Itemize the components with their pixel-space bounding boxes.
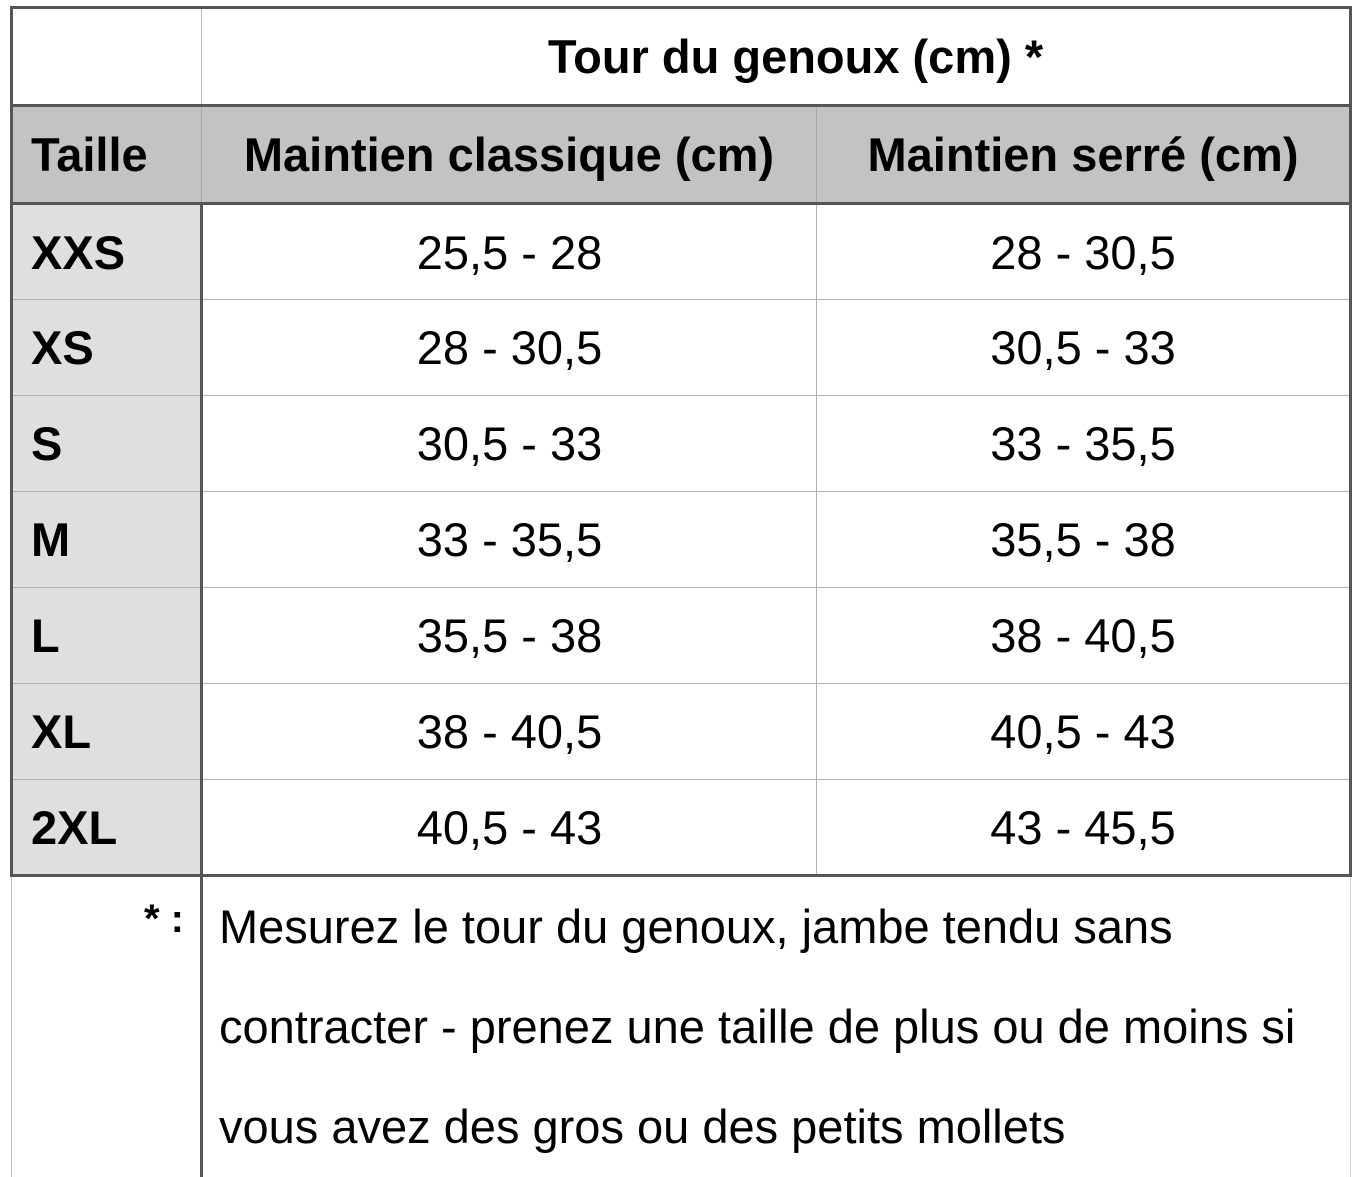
table-row: XL 38 - 40,5 40,5 - 43: [12, 684, 1351, 780]
footnote-text: Mesurez le tour du genoux, jambe tendu s…: [202, 876, 1351, 1177]
tight-range-cell: 40,5 - 43: [817, 684, 1351, 780]
column-header-tight: Maintien serré (cm): [817, 106, 1351, 204]
size-cell: S: [12, 396, 202, 492]
size-cell: L: [12, 588, 202, 684]
table-row: 2XL 40,5 - 43 43 - 45,5: [12, 780, 1351, 876]
classic-range-cell: 38 - 40,5: [202, 684, 817, 780]
table-row: XXS 25,5 - 28 28 - 30,5: [12, 204, 1351, 300]
classic-range-cell: 33 - 35,5: [202, 492, 817, 588]
classic-range-cell: 25,5 - 28: [202, 204, 817, 300]
column-header-size: Taille: [12, 106, 202, 204]
classic-range-cell: 28 - 30,5: [202, 300, 817, 396]
tight-range-cell: 28 - 30,5: [817, 204, 1351, 300]
tight-range-cell: 43 - 45,5: [817, 780, 1351, 876]
column-header-row: Taille Maintien classique (cm) Maintien …: [12, 106, 1351, 204]
size-chart-table: Tour du genoux (cm) * Taille Maintien cl…: [10, 6, 1352, 1177]
classic-range-cell: 30,5 - 33: [202, 396, 817, 492]
table-row: XS 28 - 30,5 30,5 - 33: [12, 300, 1351, 396]
tight-range-cell: 30,5 - 33: [817, 300, 1351, 396]
tight-range-cell: 33 - 35,5: [817, 396, 1351, 492]
column-header-classic: Maintien classique (cm): [202, 106, 817, 204]
tight-range-cell: 35,5 - 38: [817, 492, 1351, 588]
size-cell: M: [12, 492, 202, 588]
corner-cell: [12, 8, 202, 106]
size-cell: XL: [12, 684, 202, 780]
size-cell: XS: [12, 300, 202, 396]
footnote-marker: * :: [12, 876, 202, 1177]
size-cell: XXS: [12, 204, 202, 300]
super-header-title: Tour du genoux (cm) *: [202, 8, 1351, 106]
super-header-row: Tour du genoux (cm) *: [12, 8, 1351, 106]
classic-range-cell: 35,5 - 38: [202, 588, 817, 684]
table-row: M 33 - 35,5 35,5 - 38: [12, 492, 1351, 588]
size-cell: 2XL: [12, 780, 202, 876]
table-row: L 35,5 - 38 38 - 40,5: [12, 588, 1351, 684]
classic-range-cell: 40,5 - 43: [202, 780, 817, 876]
footnote-row: * : Mesurez le tour du genoux, jambe ten…: [12, 876, 1351, 1177]
tight-range-cell: 38 - 40,5: [817, 588, 1351, 684]
table-row: S 30,5 - 33 33 - 35,5: [12, 396, 1351, 492]
